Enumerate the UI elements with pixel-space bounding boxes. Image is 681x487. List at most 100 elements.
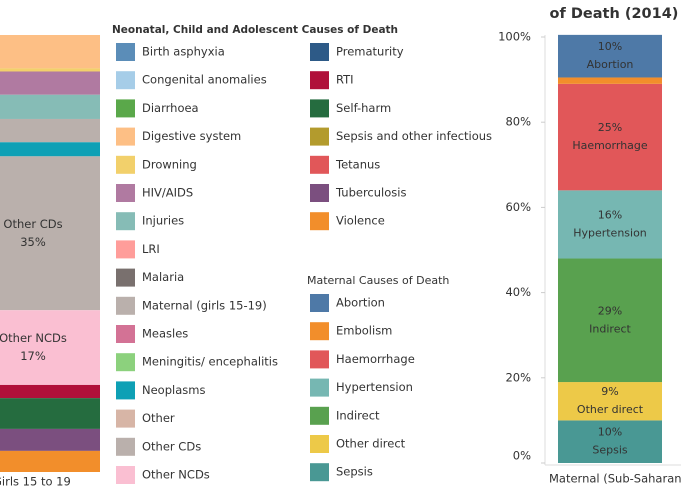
segment-label: Indirect <box>589 322 631 335</box>
segment-label: Abortion <box>587 58 634 71</box>
legend-label: Malaria <box>142 270 184 284</box>
bar-segment <box>0 428 100 451</box>
legend-swatch <box>116 155 135 174</box>
segment-label: Other direct <box>577 403 644 416</box>
legend-swatch <box>310 463 329 482</box>
legend-swatch <box>116 437 135 456</box>
y-tick-label: 60% <box>505 200 531 214</box>
legend-label: Diarrhoea <box>142 101 199 115</box>
legend-label: Digestive system <box>142 129 241 143</box>
legend-swatch <box>310 350 329 369</box>
value-label: 9% <box>601 385 618 398</box>
legend-swatch <box>116 325 135 343</box>
legend-swatch <box>116 353 135 372</box>
legend-label: Hypertension <box>336 380 413 394</box>
y-tick-label: 0% <box>513 449 531 463</box>
value-label: 29% <box>598 304 622 317</box>
y-tick-label: 20% <box>505 370 531 384</box>
legend-label: Drowning <box>142 157 197 171</box>
legend-label: Sepsis and other infectious co <box>336 129 509 143</box>
legend-swatch <box>116 99 135 118</box>
bar-segment <box>0 94 100 119</box>
legend-swatch <box>310 322 329 341</box>
legend-swatch <box>310 294 329 312</box>
x-tick-label: Maternal (Sub-Saharan <box>549 472 681 486</box>
legend-swatch <box>310 43 329 61</box>
legend-swatch <box>116 240 135 259</box>
legend-label: Meningitis/ encephalitis <box>142 355 278 369</box>
bar-segment <box>0 450 100 472</box>
segment-label: Sepsis <box>592 444 628 457</box>
bar-segment <box>558 258 662 383</box>
bar-segment <box>558 190 662 259</box>
legend-label: Haemorrhage <box>336 352 415 366</box>
legend-swatch <box>116 296 135 315</box>
legend-swatch <box>310 99 329 118</box>
bar-segment <box>0 118 100 143</box>
legend-swatch <box>310 155 329 174</box>
legend-label: LRI <box>142 242 160 256</box>
legend-swatch <box>116 212 135 231</box>
bar-segment <box>558 77 662 84</box>
legend: Neonatal, Child and Adolescent Causes of… <box>112 24 509 484</box>
segment-label: Other CDs <box>3 217 62 231</box>
legend-label: Other direct <box>336 437 406 451</box>
legend-label: HIV/AIDS <box>142 186 193 200</box>
bar-segment <box>558 34 662 78</box>
legend-label: Indirect <box>336 408 380 422</box>
segment-label: Hypertension <box>573 226 647 239</box>
bar-segment <box>0 398 100 429</box>
legend-label: Other NCDs <box>142 468 210 482</box>
legend-swatch <box>116 268 135 287</box>
legend-swatch <box>310 127 329 146</box>
legend-swatch <box>310 378 329 397</box>
chart-title: of Death (2014) <box>550 6 679 22</box>
bar-segment <box>0 142 100 157</box>
legend-label: Violence <box>336 214 385 228</box>
legend-label: Birth asphyxia <box>142 45 225 59</box>
legend-swatch <box>116 184 135 202</box>
legend-swatch <box>310 71 329 90</box>
legend-label: Injuries <box>142 214 184 228</box>
legend-label: Self-harm <box>336 101 391 115</box>
value-label: 10% <box>598 426 622 439</box>
legend-label: Embolism <box>336 324 392 338</box>
legend-swatch <box>116 71 135 90</box>
segment-label: Other NCDs <box>0 331 67 345</box>
legend-title: Neonatal, Child and Adolescent Causes of… <box>112 24 398 36</box>
legend-label: Other CDs <box>142 439 201 453</box>
legend-label: Maternal (girls 15-19) <box>142 298 267 312</box>
bar-segment <box>0 35 100 69</box>
value-label: 25% <box>598 121 622 134</box>
bar-segment <box>0 310 100 385</box>
bar-segment <box>0 68 100 72</box>
legend-swatch <box>116 409 135 428</box>
value-label: 16% <box>598 208 622 221</box>
legend-title: Maternal Causes of Death <box>307 274 449 287</box>
legend-swatch <box>116 466 135 484</box>
value-label: 35% <box>20 235 46 249</box>
legend-label: Neoplasms <box>142 383 205 397</box>
legend-label: Tuberculosis <box>335 186 406 200</box>
legend-label: Prematurity <box>336 45 404 59</box>
legend-label: Sepsis <box>336 465 373 479</box>
legend-swatch <box>310 184 329 202</box>
legend-swatch <box>116 381 135 400</box>
segment-label: Haemorrhage <box>572 139 648 152</box>
bar-segment <box>558 382 662 421</box>
legend-label: RTI <box>336 73 354 87</box>
legend-swatch <box>310 406 329 425</box>
y-tick-label: 40% <box>505 285 531 299</box>
legend-swatch <box>116 43 135 61</box>
legend-label: Tetanus <box>335 157 380 171</box>
legend-swatch <box>310 212 329 231</box>
x-tick-label: Girls 15 to 19 <box>0 475 71 487</box>
legend-label: Other <box>142 411 175 425</box>
bar-segment <box>0 71 100 95</box>
bar-segment <box>558 83 662 191</box>
legend-swatch <box>116 127 135 146</box>
y-tick-label: 80% <box>505 115 531 129</box>
legend-label: Abortion <box>336 296 385 310</box>
legend-swatch <box>310 435 329 453</box>
